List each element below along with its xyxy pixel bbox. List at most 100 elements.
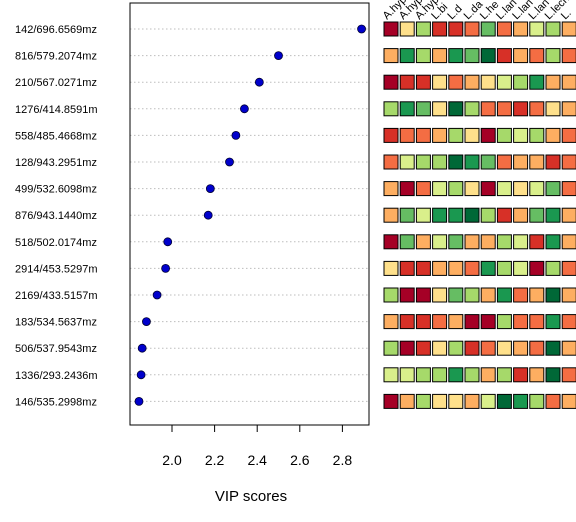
heatmap-cell <box>383 314 399 330</box>
x-tick-label: 2.0 <box>162 452 182 468</box>
heatmap-cell <box>415 127 431 143</box>
heatmap-cell <box>513 181 529 197</box>
vip-point <box>152 290 162 300</box>
heatmap-cell <box>561 367 576 383</box>
heatmap-cell <box>415 207 431 223</box>
heatmap-cell <box>496 127 512 143</box>
vip-point <box>274 51 283 60</box>
heatmap-cell <box>383 234 399 250</box>
vip-point <box>163 237 173 247</box>
heatmap-cell <box>545 260 561 276</box>
heatmap-cell <box>513 287 529 303</box>
feature-label: 558/485.4668mz <box>15 130 97 142</box>
feature-label: 506/537.9543mz <box>15 343 97 355</box>
heatmap-cell <box>480 181 496 197</box>
heatmap-cell <box>480 207 496 223</box>
heatmap-cell <box>464 207 480 223</box>
feature-label: 499/532.6098mz <box>15 184 97 196</box>
heatmap-cell <box>480 74 496 90</box>
heatmap-cell <box>480 154 496 170</box>
heatmap-cell <box>545 340 561 356</box>
heatmap-cell <box>496 48 512 64</box>
heatmap-cell <box>480 234 496 250</box>
heatmap-cell <box>399 367 415 383</box>
heatmap-cell <box>383 154 399 170</box>
grid-lines <box>130 28 369 402</box>
heatmap-cell <box>399 340 415 356</box>
feature-label: 518/502.0174mz <box>15 237 97 249</box>
heatmap-cell <box>432 234 448 250</box>
x-axis-title: VIP scores <box>215 488 287 505</box>
x-axis: 2.0 2.2 2.4 2.6 2.8 <box>162 424 352 468</box>
heatmap-cell <box>529 181 545 197</box>
heatmap-cell <box>464 393 480 409</box>
heatmap-cell <box>399 74 415 90</box>
heatmap-cell <box>513 21 529 37</box>
heatmap-cell <box>399 21 415 37</box>
heatmap-cell <box>448 181 464 197</box>
heatmap-cell <box>480 340 496 356</box>
heatmap-cell <box>399 181 415 197</box>
heatmap-cell <box>496 393 512 409</box>
heatmap-cell <box>383 101 399 117</box>
heatmap-cell <box>529 340 545 356</box>
heatmap-cell <box>399 393 415 409</box>
heatmap-cell <box>448 393 464 409</box>
heatmap-cell <box>513 314 529 330</box>
heatmap-cell <box>415 260 431 276</box>
heatmap-cell <box>383 21 399 37</box>
heatmap-cell <box>545 287 561 303</box>
heatmap-cell <box>432 260 448 276</box>
heatmap-cell <box>496 287 512 303</box>
heatmap-cell <box>513 260 529 276</box>
feature-label: 142/696.6569mz <box>15 24 97 36</box>
heatmap-cell <box>432 181 448 197</box>
vip-point <box>137 343 147 353</box>
vip-point <box>205 184 215 194</box>
heatmap-cell <box>561 393 576 409</box>
heatmap-cell <box>529 234 545 250</box>
heatmap-cell <box>496 181 512 197</box>
heatmap-cell <box>513 367 529 383</box>
heatmap-cell <box>399 127 415 143</box>
heatmap-cell <box>399 234 415 250</box>
heatmap-cell <box>432 21 448 37</box>
heatmap-column-labels: A.hypA.hypA.hypL.biL.dL.daL.heL.lanL.lan… <box>381 0 574 22</box>
heatmap-cell <box>480 101 496 117</box>
feature-label: 2169/433.5157m <box>15 290 98 302</box>
heatmap-cell <box>399 48 415 64</box>
heatmap-cell <box>513 48 529 64</box>
heatmap-cell <box>464 181 480 197</box>
heatmap-cell <box>415 340 431 356</box>
heatmap-cell <box>561 127 576 143</box>
heatmap-cell <box>448 154 464 170</box>
heatmap-cell <box>480 127 496 143</box>
heatmap-cell <box>432 154 448 170</box>
heatmap-cell <box>415 314 431 330</box>
feature-label: 1336/293.2436m <box>15 370 98 382</box>
heatmap-cell <box>545 314 561 330</box>
heatmap-cell <box>496 21 512 37</box>
vip-point <box>142 317 151 327</box>
heatmap-cell <box>545 101 561 117</box>
heatmap-cell <box>383 340 399 356</box>
heatmap-cell <box>545 367 561 383</box>
heatmap-cell <box>561 21 576 37</box>
heatmap-cell <box>383 74 399 90</box>
heatmap-cell <box>561 101 576 117</box>
heatmap-cell <box>496 207 512 223</box>
heatmap-cell <box>529 367 545 383</box>
heatmap-cell <box>399 154 415 170</box>
heatmap-cell <box>545 74 561 90</box>
feature-label: 183/534.5637mz <box>15 317 97 329</box>
heatmap-cell <box>480 287 496 303</box>
heatmap-cell <box>383 393 399 409</box>
heatmap-cell <box>383 181 399 197</box>
heatmap-cell <box>383 48 399 64</box>
heatmap-cell <box>432 314 448 330</box>
heatmap-cell <box>529 393 545 409</box>
heatmap-cell <box>480 260 496 276</box>
heatmap-cell <box>529 74 545 90</box>
heatmap-cell <box>496 74 512 90</box>
heatmap-cell <box>529 154 545 170</box>
